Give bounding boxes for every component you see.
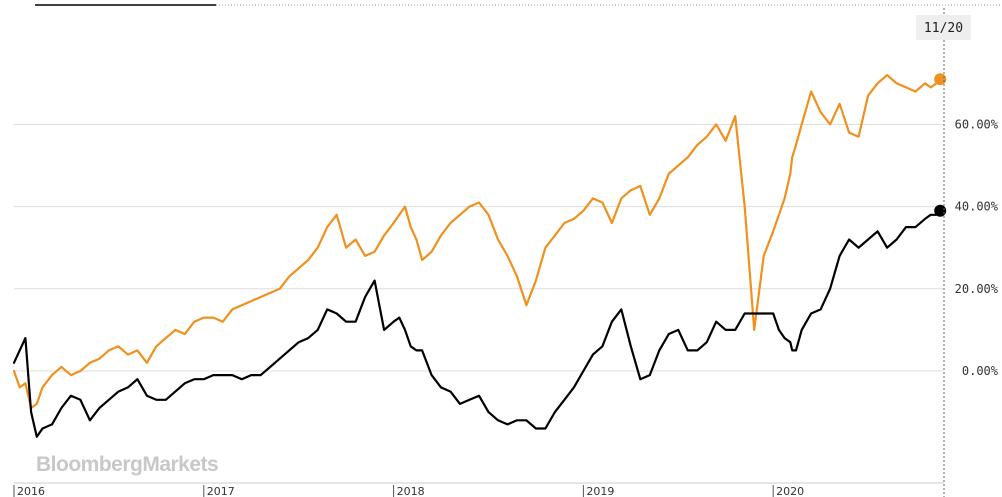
- gridlines: [14, 123, 944, 372]
- series-lines: [12, 73, 947, 438]
- y-tick-label: 0.00%: [962, 364, 999, 378]
- x-tick-label: 2017: [207, 485, 235, 497]
- x-tick-label: 2018: [397, 485, 425, 497]
- crosshair-date-label: 11/20: [924, 21, 963, 36]
- series-end-marker-2[interactable]: [934, 204, 947, 217]
- crosshair-date-badge: [916, 15, 971, 40]
- x-tick-label: 2020: [776, 485, 804, 497]
- y-tick-label: 60.00%: [955, 117, 999, 131]
- series-line-1: [12, 73, 942, 410]
- x-axis: 2016 2017 2018 2019 2020: [13, 482, 944, 497]
- y-axis: 60.00% 40.00% 20.00% 0.00%: [955, 117, 999, 378]
- x-tick-label: 2016: [17, 485, 45, 497]
- y-tick-label: 40.00%: [955, 200, 999, 214]
- x-tick-label: 2019: [586, 485, 614, 497]
- y-tick-label: 20.00%: [955, 282, 999, 296]
- series-end-marker-1[interactable]: [934, 73, 947, 86]
- watermark-logo: BloombergMarkets: [36, 453, 218, 476]
- series-line-2: [12, 209, 942, 438]
